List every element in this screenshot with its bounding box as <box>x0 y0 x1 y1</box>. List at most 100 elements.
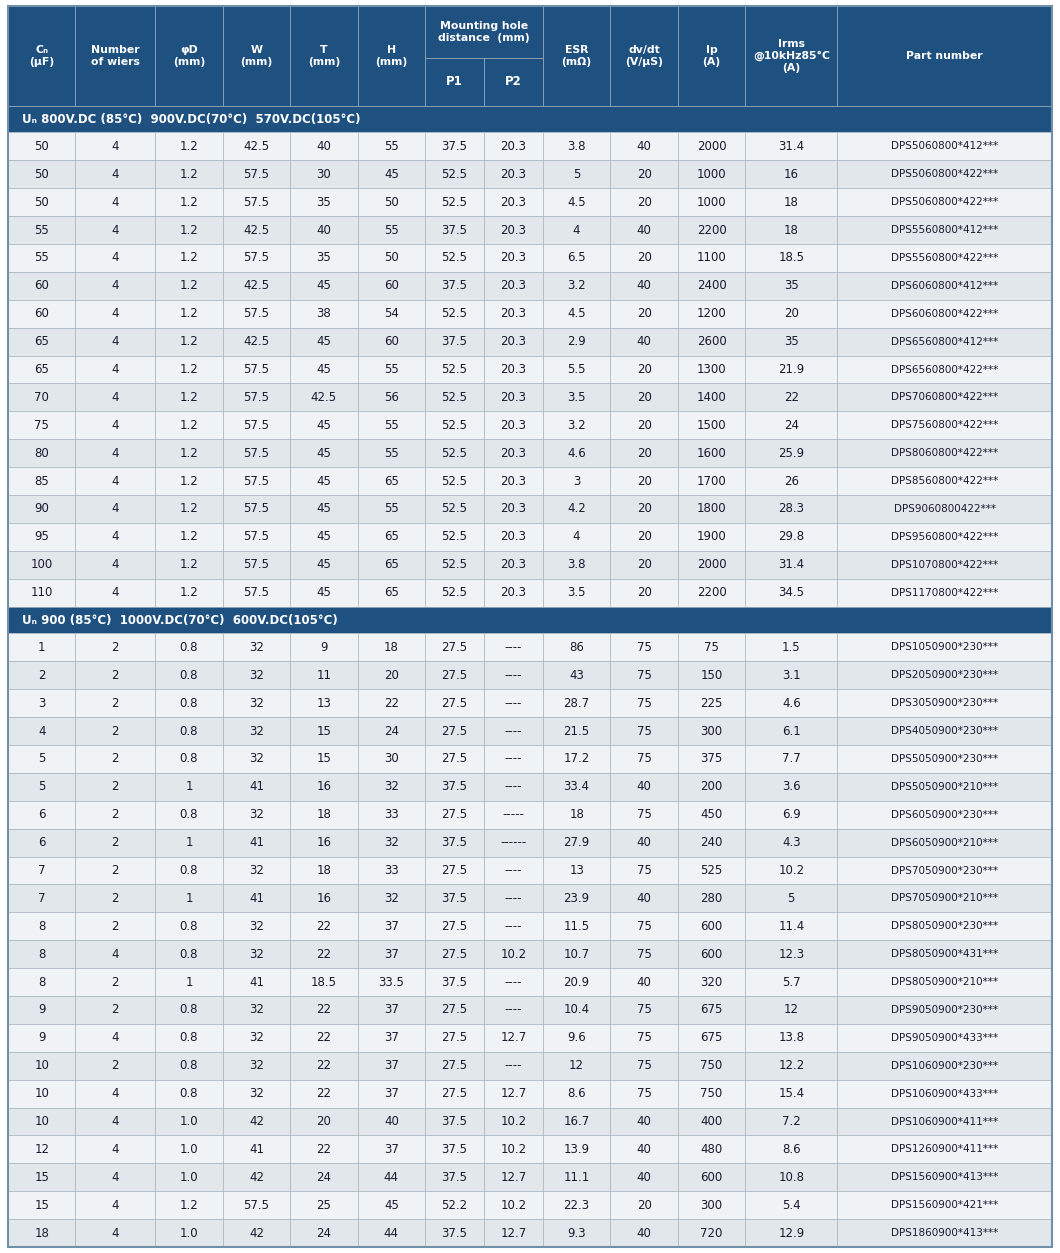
Bar <box>543 828 611 857</box>
Text: 27.5: 27.5 <box>441 642 467 654</box>
Text: 18: 18 <box>783 223 799 237</box>
Bar <box>837 969 1052 996</box>
Text: 37: 37 <box>384 1004 399 1016</box>
Bar <box>155 828 223 857</box>
Text: 20.3: 20.3 <box>500 140 527 153</box>
Text: 1.2: 1.2 <box>179 363 198 376</box>
Bar <box>837 272 1052 299</box>
Bar <box>677 969 745 996</box>
Bar <box>837 746 1052 773</box>
Text: 75: 75 <box>637 697 652 709</box>
Text: 75: 75 <box>637 1004 652 1016</box>
Text: 24: 24 <box>384 724 399 738</box>
Bar <box>425 188 484 217</box>
Bar <box>745 299 837 328</box>
Bar <box>484 801 543 828</box>
Bar <box>223 383 290 411</box>
Bar <box>745 328 837 356</box>
Text: 10: 10 <box>34 1115 49 1128</box>
Text: 23.9: 23.9 <box>564 892 589 905</box>
Bar <box>155 969 223 996</box>
Text: 20: 20 <box>637 307 652 321</box>
Bar <box>223 885 290 912</box>
Bar <box>357 1108 425 1135</box>
Text: 1300: 1300 <box>696 363 726 376</box>
Text: 55: 55 <box>34 252 49 264</box>
Text: 15: 15 <box>34 1170 49 1184</box>
Bar <box>290 551 357 579</box>
Text: 15.4: 15.4 <box>778 1088 805 1100</box>
Bar <box>484 912 543 940</box>
Bar <box>677 940 745 969</box>
Text: 20: 20 <box>637 419 652 432</box>
Bar <box>543 383 611 411</box>
Text: 57.5: 57.5 <box>244 391 269 403</box>
Text: 50: 50 <box>34 140 49 153</box>
Text: 27.5: 27.5 <box>441 947 467 961</box>
Text: DPS4050900*230***: DPS4050900*230*** <box>891 725 999 736</box>
Text: 40: 40 <box>637 1170 652 1184</box>
Bar <box>837 579 1052 606</box>
Text: 25.9: 25.9 <box>778 447 805 460</box>
Bar <box>223 1108 290 1135</box>
Text: 42: 42 <box>249 1115 264 1128</box>
Text: Part number: Part number <box>906 51 983 61</box>
Bar <box>290 885 357 912</box>
Text: 11: 11 <box>316 669 332 682</box>
Text: -----: ----- <box>502 808 525 821</box>
Bar <box>837 551 1052 579</box>
Text: 20: 20 <box>637 586 652 599</box>
Text: 37.5: 37.5 <box>442 781 467 793</box>
Bar <box>223 299 290 328</box>
Text: 1.2: 1.2 <box>179 530 198 544</box>
Text: 1: 1 <box>186 836 193 850</box>
Text: 1: 1 <box>186 781 193 793</box>
Bar <box>290 689 357 717</box>
Text: 1.2: 1.2 <box>179 335 198 348</box>
Bar <box>484 440 543 467</box>
Text: 27.5: 27.5 <box>441 920 467 932</box>
Text: 12.3: 12.3 <box>778 947 805 961</box>
Text: 16: 16 <box>316 892 332 905</box>
Bar <box>677 1080 745 1108</box>
Bar <box>837 328 1052 356</box>
Text: 75: 75 <box>637 669 652 682</box>
Text: 1.2: 1.2 <box>179 195 198 209</box>
Bar <box>290 746 357 773</box>
Text: DPS9050900*433***: DPS9050900*433*** <box>891 1032 999 1042</box>
Text: DPS9560800*422***: DPS9560800*422*** <box>891 531 999 541</box>
Bar <box>290 1024 357 1051</box>
Bar <box>155 634 223 662</box>
Bar <box>155 299 223 328</box>
Bar <box>745 634 837 662</box>
Text: 50: 50 <box>34 195 49 209</box>
Text: 4.3: 4.3 <box>782 836 800 850</box>
Bar <box>75 523 155 551</box>
Text: 80: 80 <box>34 447 49 460</box>
Bar <box>8 551 75 579</box>
Bar <box>745 912 837 940</box>
Bar <box>484 1108 543 1135</box>
Bar <box>425 662 484 689</box>
Bar <box>611 1135 677 1163</box>
Bar <box>223 272 290 299</box>
Text: 2400: 2400 <box>696 279 726 292</box>
Bar <box>611 356 677 383</box>
Bar <box>357 299 425 328</box>
Bar <box>8 328 75 356</box>
Bar <box>290 217 357 244</box>
Bar <box>155 1051 223 1080</box>
Text: 45: 45 <box>384 1199 399 1212</box>
Text: 2: 2 <box>111 920 119 932</box>
Bar <box>543 551 611 579</box>
Text: 40: 40 <box>317 140 332 153</box>
Text: 12: 12 <box>34 1143 49 1157</box>
Text: 31.4: 31.4 <box>778 559 805 571</box>
Bar <box>357 244 425 272</box>
Text: 32: 32 <box>249 1088 264 1100</box>
Bar <box>745 495 837 523</box>
Text: DPS6560800*412***: DPS6560800*412*** <box>891 337 999 347</box>
Bar <box>357 969 425 996</box>
Text: ------: ------ <box>500 836 527 850</box>
Text: 3.8: 3.8 <box>567 559 586 571</box>
